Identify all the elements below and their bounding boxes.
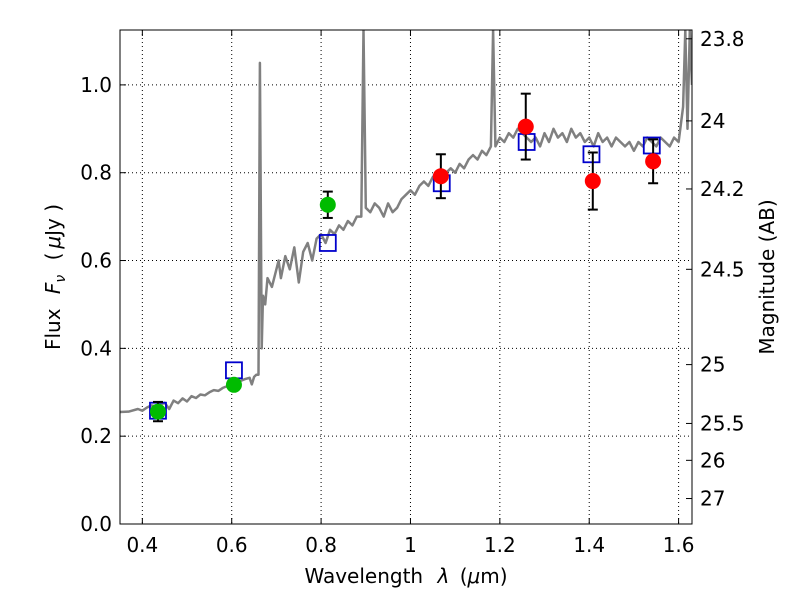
plot-area xyxy=(120,30,692,423)
y2-tick-label: 27 xyxy=(700,487,725,511)
nir-photometry-point xyxy=(584,173,601,190)
model-photometry-square xyxy=(582,145,601,164)
y-tick-label: 0.8 xyxy=(80,161,112,185)
nir-photometry-point xyxy=(432,168,449,185)
x-tick-label: 1 xyxy=(404,533,417,557)
x-tick-label: 0.8 xyxy=(305,533,337,557)
y2-tick-label: 24.5 xyxy=(700,257,745,281)
nir-photometry-point xyxy=(645,153,662,170)
grid-lines xyxy=(120,30,692,525)
y-tick-label: 0.4 xyxy=(80,336,112,360)
y2-tick-label: 24 xyxy=(700,109,725,133)
nir-photometry-point xyxy=(517,118,534,135)
y-axis-label: Flux Fν (μJy ) xyxy=(41,204,70,350)
model-photometry-square xyxy=(318,234,337,252)
x-axis-label: Wavelength λ (μm) xyxy=(304,564,507,588)
y2-tick-label: 25.5 xyxy=(700,411,745,435)
axis-ticks: 0.4 0.6 0.8 1 1.2 1.4 1.6 0.0 0.2 0.4 0.6 0.8 1.0 23.… xyxy=(80,27,744,557)
x-tick-label: 1.4 xyxy=(573,533,605,557)
y2-tick-label: 25 xyxy=(700,353,725,377)
optical-photometry-point xyxy=(319,196,336,213)
x-tick-label: 0.4 xyxy=(126,533,158,557)
plot-series xyxy=(120,30,692,423)
y-tick-label: 0.0 xyxy=(80,512,112,536)
y-tick-label: 1.0 xyxy=(80,73,112,97)
optical-photometry-point xyxy=(225,376,242,393)
y2-tick-label: 24.2 xyxy=(700,177,745,201)
y2-tick-label: 23.8 xyxy=(700,27,745,51)
x-tick-label: 0.6 xyxy=(216,533,248,557)
x-tick-label: 1.6 xyxy=(663,533,695,557)
model-photometry-square xyxy=(225,361,243,380)
plot-frame xyxy=(119,29,693,525)
spectrum-line xyxy=(120,30,692,414)
optical-photometry-point xyxy=(149,403,166,420)
y-tick-label: 0.2 xyxy=(80,424,112,448)
y2-axis-label: Magnitude (AB) xyxy=(755,199,779,354)
y-tick-label: 0.6 xyxy=(80,249,112,273)
x-tick-label: 1.2 xyxy=(484,533,516,557)
y2-tick-label: 26 xyxy=(700,448,725,472)
